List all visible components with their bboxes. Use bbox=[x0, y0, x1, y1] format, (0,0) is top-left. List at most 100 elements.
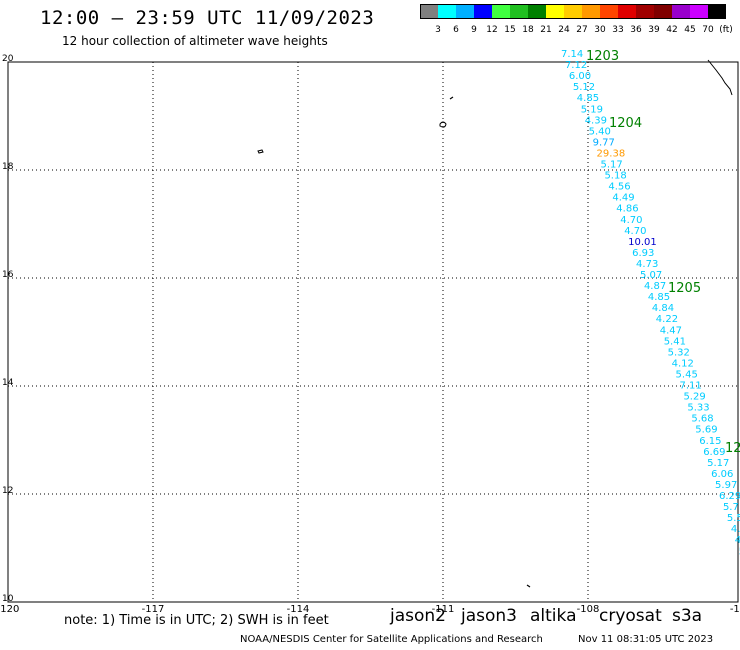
island-outline bbox=[526, 584, 531, 588]
legend-swatch bbox=[636, 4, 654, 19]
wave-height-label: 6.06 bbox=[711, 469, 733, 480]
legend-swatch bbox=[564, 4, 582, 19]
legend-swatch bbox=[510, 4, 528, 19]
sat-cryosat: cryosat bbox=[599, 606, 662, 626]
legend-swatch bbox=[528, 4, 546, 19]
legend-label: 27 bbox=[576, 25, 588, 35]
map-frame bbox=[7, 61, 739, 603]
wave-height-label: 5.71 bbox=[723, 502, 740, 513]
legend-swatch bbox=[618, 4, 636, 19]
wave-height-label: 7.14 bbox=[561, 49, 583, 60]
page-title: 12:00 – 23:59 UTC 11/09/2023 bbox=[40, 7, 375, 29]
lat-tick-label: 18 bbox=[2, 162, 14, 172]
wave-height-label: 5.18 bbox=[604, 171, 626, 182]
lat-tick-label: 10 bbox=[2, 594, 14, 604]
lon-tick-label: -10 bbox=[730, 604, 740, 615]
credit-text: NOAA/NESDIS Center for Satellite Applica… bbox=[240, 634, 543, 645]
legend-label: 15 bbox=[504, 25, 516, 35]
wave-height-label: 5.17 bbox=[601, 160, 623, 171]
legend-swatch bbox=[456, 4, 474, 19]
wave-height-label: 5.45 bbox=[676, 369, 698, 380]
sat-s3a: s3a bbox=[672, 606, 703, 626]
wave-height-label: 5.69 bbox=[695, 425, 717, 436]
pass-label: 1205 bbox=[668, 281, 701, 296]
wave-height-label: 5.12 bbox=[573, 82, 595, 93]
legend-swatch bbox=[546, 4, 564, 19]
wave-height-label: 5.29 bbox=[683, 392, 705, 403]
page-subtitle: 12 hour collection of altimeter wave hei… bbox=[62, 34, 328, 48]
lon-tick-label: -114 bbox=[287, 604, 310, 615]
lat-tick-label: 16 bbox=[2, 270, 14, 280]
lon-tick-label: -111 bbox=[432, 604, 455, 615]
legend-swatch bbox=[492, 4, 510, 19]
timestamp-text: Nov 11 08:31:05 UTC 2023 bbox=[578, 634, 714, 645]
wave-height-label: 4.85 bbox=[577, 93, 599, 104]
wave-height-label: 4.12 bbox=[672, 358, 694, 369]
island-outline bbox=[439, 121, 447, 128]
wave-height-label: 5.40 bbox=[589, 126, 611, 137]
lon-tick-label: -120 bbox=[0, 604, 19, 615]
wave-height-label: 5.97 bbox=[715, 480, 737, 491]
wave-height-label: 4.49 bbox=[612, 193, 634, 204]
wave-height-label: 6.93 bbox=[632, 248, 654, 259]
wave-height-label: 9.77 bbox=[593, 137, 615, 148]
lat-tick-label: 14 bbox=[2, 378, 14, 388]
legend-label: 9 bbox=[471, 25, 477, 35]
legend-label: 36 bbox=[630, 25, 642, 35]
legend-swatch bbox=[672, 4, 690, 19]
legend-swatch bbox=[600, 4, 618, 19]
legend-label: 33 bbox=[612, 25, 624, 35]
wave-height-label: 7.12 bbox=[565, 60, 587, 71]
wave-height-label: 4.56 bbox=[608, 182, 630, 193]
wave-height-label: 5.19 bbox=[581, 104, 603, 115]
wave-height-label: 5.41 bbox=[664, 336, 686, 347]
pass-label: 12 bbox=[725, 441, 740, 456]
legend-label: 24 bbox=[558, 25, 570, 35]
wave-height-label: 10.01 bbox=[628, 237, 657, 248]
wave-height-label: 7.11 bbox=[680, 381, 702, 392]
legend-swatch bbox=[420, 4, 438, 19]
coastline bbox=[707, 59, 733, 96]
wave-height-label: 6.15 bbox=[699, 436, 721, 447]
wave-height-label: 4.84 bbox=[652, 303, 674, 314]
legend-label: 3 bbox=[435, 25, 441, 35]
legend-swatch bbox=[690, 4, 708, 19]
wave-height-label: 5.32 bbox=[668, 347, 690, 358]
wave-height-label: 4.87 bbox=[644, 281, 666, 292]
wave-height-label: 4.70 bbox=[620, 215, 642, 226]
legend-label: 12 bbox=[486, 25, 498, 35]
wave-height-label: 4.70 bbox=[624, 226, 646, 237]
legend-label: 18 bbox=[522, 25, 534, 35]
sat-jason2: jason2 bbox=[390, 606, 446, 626]
wave-height-label: 4.86 bbox=[616, 204, 638, 215]
wave-height-label: 5.07 bbox=[640, 270, 662, 281]
sat-altika: altika bbox=[530, 606, 577, 626]
footnote: note: 1) Time is in UTC; 2) SWH is in fe… bbox=[64, 613, 329, 628]
island-outline bbox=[449, 96, 454, 100]
lon-tick-label: -108 bbox=[577, 604, 600, 615]
wave-height-label: 4.39 bbox=[585, 115, 607, 126]
wave-height-label: 29.38 bbox=[597, 148, 626, 159]
pass-label: 1204 bbox=[609, 116, 642, 131]
legend-swatch bbox=[438, 4, 456, 19]
legend-label: 30 bbox=[594, 25, 606, 35]
legend-label: 6 bbox=[453, 25, 459, 35]
wave-height-label: 6.69 bbox=[703, 447, 725, 458]
wave-height-label: 4.73 bbox=[636, 259, 658, 270]
legend-label: 45 bbox=[684, 25, 696, 35]
lon-tick-label: -117 bbox=[142, 604, 165, 615]
legend-label: (ft) bbox=[719, 25, 733, 35]
wave-height-label: 5.17 bbox=[707, 458, 729, 469]
legend-swatch bbox=[708, 4, 726, 19]
wave-height-label: 5.7 bbox=[739, 546, 740, 557]
wave-height-label: 6.29 bbox=[719, 491, 740, 502]
pass-label: 1203 bbox=[586, 49, 619, 64]
wave-height-label: 4.72 bbox=[735, 535, 740, 546]
wave-height-label: 5.68 bbox=[691, 414, 713, 425]
lat-tick-label: 12 bbox=[2, 486, 13, 496]
wave-height-label: 4.47 bbox=[660, 325, 682, 336]
legend-swatch bbox=[474, 4, 492, 19]
wave-height-label: 4.85 bbox=[648, 292, 670, 303]
wave-height-label: 4.22 bbox=[656, 314, 678, 325]
